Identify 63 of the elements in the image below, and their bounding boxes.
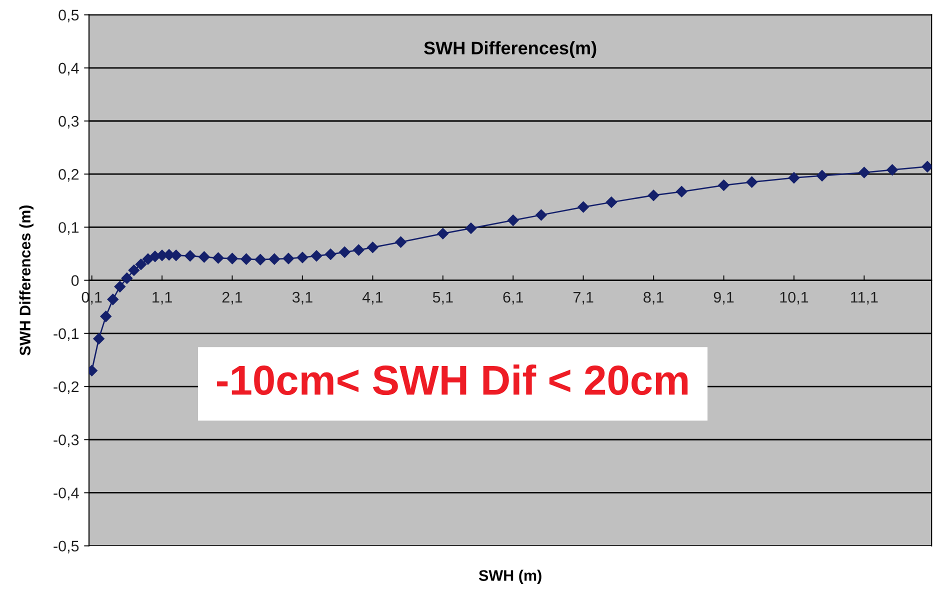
point (240, 253, 252, 265)
point (310, 250, 322, 262)
x-tick-label: 7,1 (573, 292, 594, 304)
point (282, 252, 294, 264)
x-tick-label: 11,1 (851, 292, 878, 304)
point (816, 170, 828, 182)
y-axis-title: SWH Differences (m) (19, 206, 34, 356)
point (353, 244, 364, 256)
point (198, 251, 210, 263)
y-tick-label: 0,4 (58, 62, 79, 76)
text: SWH Differences(m) (424, 41, 596, 58)
y-tick-label: 0,5 (58, 10, 79, 22)
x-tick-label: 4,1 (362, 292, 383, 304)
point (338, 246, 350, 258)
x-tick-label: 1,1 (152, 292, 172, 304)
point (212, 252, 224, 264)
point (107, 294, 118, 306)
point (922, 161, 932, 172)
point (746, 176, 758, 188)
point (296, 252, 308, 264)
point (578, 201, 589, 213)
point (114, 281, 126, 292)
point (437, 228, 449, 240)
x-tick-label: 8,1 (644, 292, 664, 304)
point (367, 242, 378, 253)
y-tick-label: -0,3 (54, 434, 79, 448)
y-tick-label: -0,2 (54, 381, 79, 394)
x-tick-label: 3,1 (292, 292, 312, 304)
point (226, 252, 238, 264)
annotation: -10cm< SWH Dif < 20cm (217, 364, 688, 396)
x-tick-label: 5,1 (432, 292, 453, 304)
point (121, 272, 133, 284)
point (788, 172, 800, 184)
point (676, 186, 688, 198)
y-tick-label: 0,3 (58, 116, 79, 128)
point (128, 264, 140, 276)
y-tick-label: -0,5 (54, 540, 79, 554)
x-tick-label: 10,1 (780, 292, 808, 304)
point (93, 333, 104, 344)
y-tick-label: 0 (71, 275, 79, 286)
y-tick-label: -0,4 (54, 488, 79, 500)
point (886, 164, 898, 176)
point (268, 253, 280, 265)
x-axis-title: SWH (m) (478, 570, 542, 584)
point (465, 222, 477, 234)
y-tick-label: -0,1 (54, 328, 79, 341)
point (324, 248, 336, 260)
point (536, 209, 547, 221)
x-tick-label: 9,1 (714, 292, 734, 304)
x-tick-label: 2,1 (222, 292, 242, 304)
point (254, 254, 266, 266)
point (395, 236, 406, 248)
point (508, 214, 519, 226)
x-tick-label: 6,1 (503, 292, 523, 304)
point (184, 250, 196, 262)
point (100, 310, 112, 322)
point (718, 180, 730, 191)
y-tick-label: 0,1 (58, 222, 79, 235)
point (648, 190, 660, 201)
point (135, 258, 147, 270)
point (606, 196, 618, 208)
point (858, 166, 870, 178)
y-tick-label: 0,2 (58, 168, 79, 182)
